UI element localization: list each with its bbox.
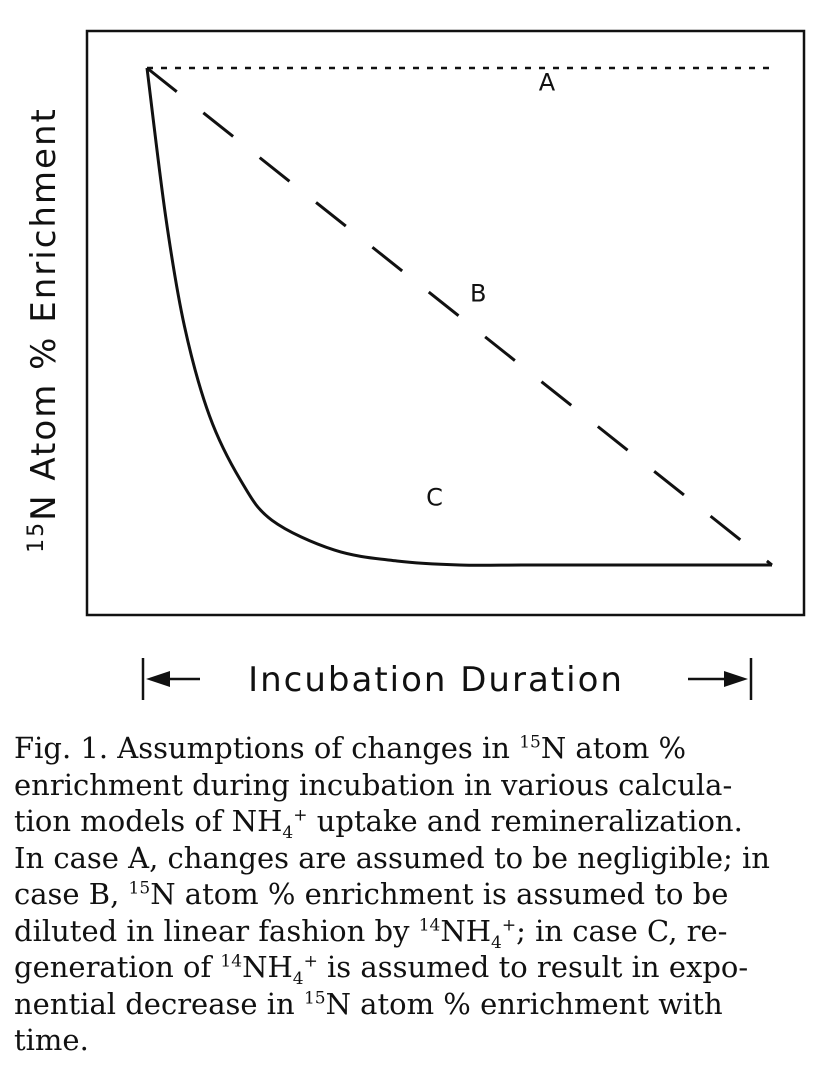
series-b-label: B xyxy=(470,280,486,308)
y-axis-label-sup: 15 xyxy=(24,521,49,553)
caption-supscript: + xyxy=(501,914,517,935)
x-axis-label: Incubation Duration xyxy=(248,660,624,700)
caption-line: In case A, changes are assumed to be neg… xyxy=(14,840,770,875)
x-bracket-left-arrowhead xyxy=(146,671,170,687)
y-axis-label: 15N Atom % Enrichment xyxy=(24,107,64,553)
series-label-layer: A B C xyxy=(426,68,556,511)
chart: A B C 15N Atom % Enrichment Incubation Dur… xyxy=(24,29,806,700)
caption-line: nential decrease in 15N atom % enrichmen… xyxy=(14,986,723,1021)
figure-caption: Fig. 1. Assumptions of changes in 15N at… xyxy=(14,730,814,1059)
caption-line: generation of 14NH4+ is assumed to resul… xyxy=(14,950,749,989)
caption-supscript: 14 xyxy=(220,951,243,972)
series-a-label: A xyxy=(539,68,556,96)
caption-supscript: + xyxy=(293,805,308,826)
series-layer xyxy=(145,66,773,567)
series-b-line xyxy=(146,66,773,567)
caption-line: time. xyxy=(14,1023,89,1057)
caption-line: Fig. 1. Assumptions of changes in 15N at… xyxy=(14,731,687,765)
caption-line: tion models of NH4+ uptake and remineral… xyxy=(14,804,743,843)
caption-supscript: 15 xyxy=(128,878,151,899)
x-axis-bracket xyxy=(141,658,753,700)
caption-subscript: 4 xyxy=(282,822,294,843)
caption-subscript: 4 xyxy=(491,932,502,953)
x-bracket-right-arrowhead xyxy=(724,671,748,687)
series-c-line xyxy=(145,67,772,567)
y-axis-label-main: N Atom % Enrichment xyxy=(24,107,64,521)
caption-line: case B, 15N atom % enrichment is assumed… xyxy=(14,877,729,911)
caption-subscript: 4 xyxy=(292,968,304,989)
plot-frame xyxy=(85,29,806,617)
caption-supscript: 14 xyxy=(418,914,441,935)
caption-line: diluted in linear fashion by 14NH4+; in … xyxy=(14,913,728,953)
caption-supscript: + xyxy=(303,951,318,972)
caption-supscript: 15 xyxy=(519,732,541,753)
caption-supscript: 15 xyxy=(303,987,326,1008)
series-c-label: C xyxy=(426,483,443,511)
caption-line: enrichment during incubation in various … xyxy=(14,767,733,802)
